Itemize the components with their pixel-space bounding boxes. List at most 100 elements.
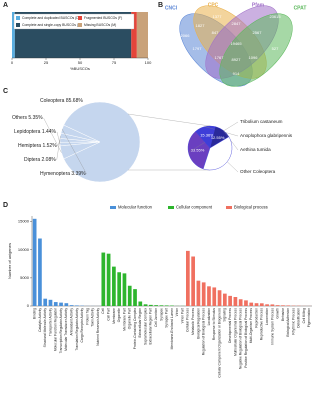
legend-label: Complete and single-copy BUSCOs (S) bbox=[22, 23, 81, 27]
slice-label: Hymenoptera 3.39% bbox=[40, 171, 86, 177]
value-label: 1.44% bbox=[42, 129, 57, 135]
x-tick-label: Nutrient Reservoir Activity bbox=[96, 308, 100, 346]
bar bbox=[149, 304, 153, 306]
x-tick-label: Localization bbox=[207, 308, 211, 326]
x-tick-label: Binding bbox=[33, 308, 37, 319]
bar bbox=[259, 303, 264, 306]
x-tick-label: Membrane-Enclosed Lumen bbox=[170, 308, 174, 350]
bar bbox=[59, 302, 63, 306]
leader-line bbox=[56, 135, 61, 161]
bar bbox=[270, 304, 275, 306]
x-tick-label: Locomotion bbox=[265, 308, 269, 325]
bar-segment bbox=[12, 12, 15, 58]
x-tick-label: Organelle Part bbox=[128, 308, 132, 329]
x-tick-label: 100 bbox=[145, 60, 152, 65]
x-tick-label: Membrane Part bbox=[122, 308, 126, 331]
region-count: 1767 bbox=[215, 55, 225, 60]
category-name: Lepidoptera bbox=[14, 129, 41, 135]
category-label: Other Coleoptera bbox=[240, 169, 276, 174]
panel-label: C bbox=[3, 88, 8, 95]
y-tick-label: 10000 bbox=[18, 247, 30, 252]
region-count: 847 bbox=[212, 30, 219, 35]
x-tick-label: Regulation of Biological Process bbox=[202, 308, 206, 356]
bar bbox=[127, 285, 132, 306]
x-tick-label: Molecular Function Regulator bbox=[54, 307, 58, 351]
legend-swatch bbox=[168, 206, 174, 209]
bar bbox=[112, 266, 116, 306]
region-count: 527 bbox=[272, 46, 279, 51]
x-tick-label: Multicellular Organismal Process bbox=[233, 308, 237, 356]
set-label: CPC bbox=[208, 2, 219, 8]
x-tick-label: Behavior bbox=[281, 307, 285, 321]
x-tick-label: 50 bbox=[78, 60, 83, 65]
bar bbox=[101, 252, 106, 306]
bar bbox=[143, 304, 148, 306]
bar bbox=[133, 289, 137, 306]
x-tick-label: Developmental Process bbox=[228, 308, 232, 343]
x-tick-label: Membrane bbox=[112, 308, 116, 324]
y-tick-label: 15000 bbox=[18, 219, 30, 224]
x-tick-label: Translation Regulator Activity bbox=[75, 308, 79, 351]
x-tick-label: Cell Part bbox=[106, 308, 110, 321]
bar bbox=[212, 287, 217, 306]
bar bbox=[201, 282, 206, 306]
region-count: 1096 bbox=[249, 55, 259, 60]
panel-label: B bbox=[158, 2, 163, 9]
x-tick-label: Immune System Process bbox=[270, 308, 274, 345]
legend-label: Biological process bbox=[234, 205, 268, 210]
x-tick-label: Negative Regulation of Biological Proces… bbox=[239, 308, 243, 370]
x-tick-label: Transcription Regulator Activity bbox=[59, 308, 63, 354]
x-tick-label: Catalytic Activity bbox=[38, 308, 42, 332]
zoom-line bbox=[127, 113, 211, 127]
bar bbox=[186, 250, 190, 306]
bar bbox=[265, 304, 269, 306]
value-label: 5.35% bbox=[28, 115, 43, 121]
bar bbox=[249, 302, 254, 306]
value-label: 33.55% bbox=[191, 148, 205, 153]
x-tick-label: Organelle bbox=[117, 308, 121, 322]
legend-label: Complete and duplicated BUSCOs (D) bbox=[22, 16, 80, 20]
x-tick-label: Cellular Component Organization or Bioge… bbox=[217, 308, 221, 378]
set-label: Pfam bbox=[252, 2, 265, 8]
category-name: Hemiptera bbox=[18, 143, 41, 149]
bar bbox=[275, 305, 280, 306]
bar bbox=[281, 305, 285, 306]
legend-box bbox=[13, 13, 135, 30]
category-name: Hymenoptera bbox=[40, 171, 70, 177]
legend-swatch bbox=[78, 16, 82, 20]
region-count: 19465 bbox=[230, 41, 242, 46]
bar bbox=[69, 305, 74, 306]
bar-segment bbox=[131, 12, 137, 58]
bar bbox=[106, 253, 111, 306]
region-count: 2567 bbox=[253, 30, 263, 35]
legend-swatch bbox=[110, 206, 116, 209]
category-name: Coleoptera bbox=[40, 98, 65, 104]
region-count: 5357 bbox=[301, 33, 311, 38]
bar bbox=[244, 300, 248, 306]
bar bbox=[191, 256, 195, 306]
legend-swatch bbox=[78, 23, 82, 27]
legend-label: Fragmented BUSCOs (F) bbox=[84, 16, 122, 20]
region-count: 1797 bbox=[193, 46, 203, 51]
slice-label: Hemiptera 1.52% bbox=[18, 143, 57, 149]
bar bbox=[38, 238, 42, 306]
value-label: 1.52% bbox=[42, 143, 57, 149]
legend-swatch bbox=[226, 206, 232, 209]
slice-label: Lepidoptera 1.44% bbox=[14, 129, 57, 135]
region-count: 1377 bbox=[213, 14, 223, 19]
bar bbox=[75, 305, 79, 306]
x-tick-label: Growth bbox=[276, 308, 280, 319]
pie-slice bbox=[63, 101, 141, 183]
bar-segment bbox=[136, 12, 148, 58]
bar bbox=[196, 280, 201, 306]
set-label: CNCI bbox=[165, 5, 178, 11]
x-tick-label: Molecular Transducer Activity bbox=[64, 308, 68, 351]
legend-label: Molecular function bbox=[118, 205, 153, 210]
bar bbox=[159, 305, 164, 306]
bar bbox=[228, 295, 232, 306]
category-label: Aethina tumida bbox=[240, 147, 271, 152]
bar bbox=[64, 303, 69, 306]
value-label: 3.39% bbox=[71, 171, 86, 177]
bar bbox=[233, 297, 238, 306]
legend-label: Cellular component bbox=[176, 205, 213, 210]
